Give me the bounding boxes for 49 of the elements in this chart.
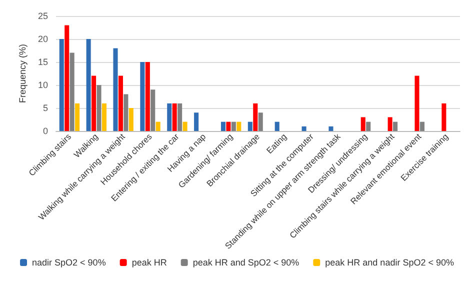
bar [253,103,258,131]
y-tick-label: 20 [38,34,48,44]
bar [231,122,236,131]
bar [113,48,118,131]
legend-label: peak HR [132,258,168,268]
bar [128,108,134,131]
bar [167,103,172,131]
y-tick-label: 0 [42,126,48,136]
y-tick-label: 25 [38,11,48,21]
legend-label: peak HR and SpO2 < 90% [192,258,300,268]
bar [248,122,252,131]
bar [414,76,420,131]
bar [75,103,80,131]
bar [92,76,96,131]
bar [140,62,145,131]
bar [258,112,263,131]
bar [360,117,366,131]
bar [150,90,156,131]
bar [70,52,74,131]
bar [388,117,392,131]
bar [172,103,177,131]
y-axis-title: Frequency (%) [18,44,28,104]
bar [442,103,446,131]
bar [182,122,188,131]
bar [64,25,70,131]
bar [274,122,280,131]
bar [145,62,150,131]
bar [102,103,106,131]
bar [220,122,226,131]
y-tick-label: 10 [38,80,48,90]
bar [156,122,160,131]
y-tick-label: 5 [42,103,48,113]
bar [194,112,199,131]
bar [96,85,102,131]
bar [226,122,231,131]
bar [178,103,182,131]
legend-label: nadir SpO2 < 90% [32,258,106,268]
bar [420,122,424,131]
y-tick-label: 15 [38,57,48,67]
bar [124,94,128,131]
bar [59,39,64,131]
bar [236,122,242,131]
bar [328,126,334,131]
bar [393,122,398,131]
bar [302,126,306,131]
bar [118,76,123,131]
legend-label: peak HR and nadir SpO2 < 90% [325,258,454,268]
bar [86,39,91,131]
bar [366,122,371,131]
